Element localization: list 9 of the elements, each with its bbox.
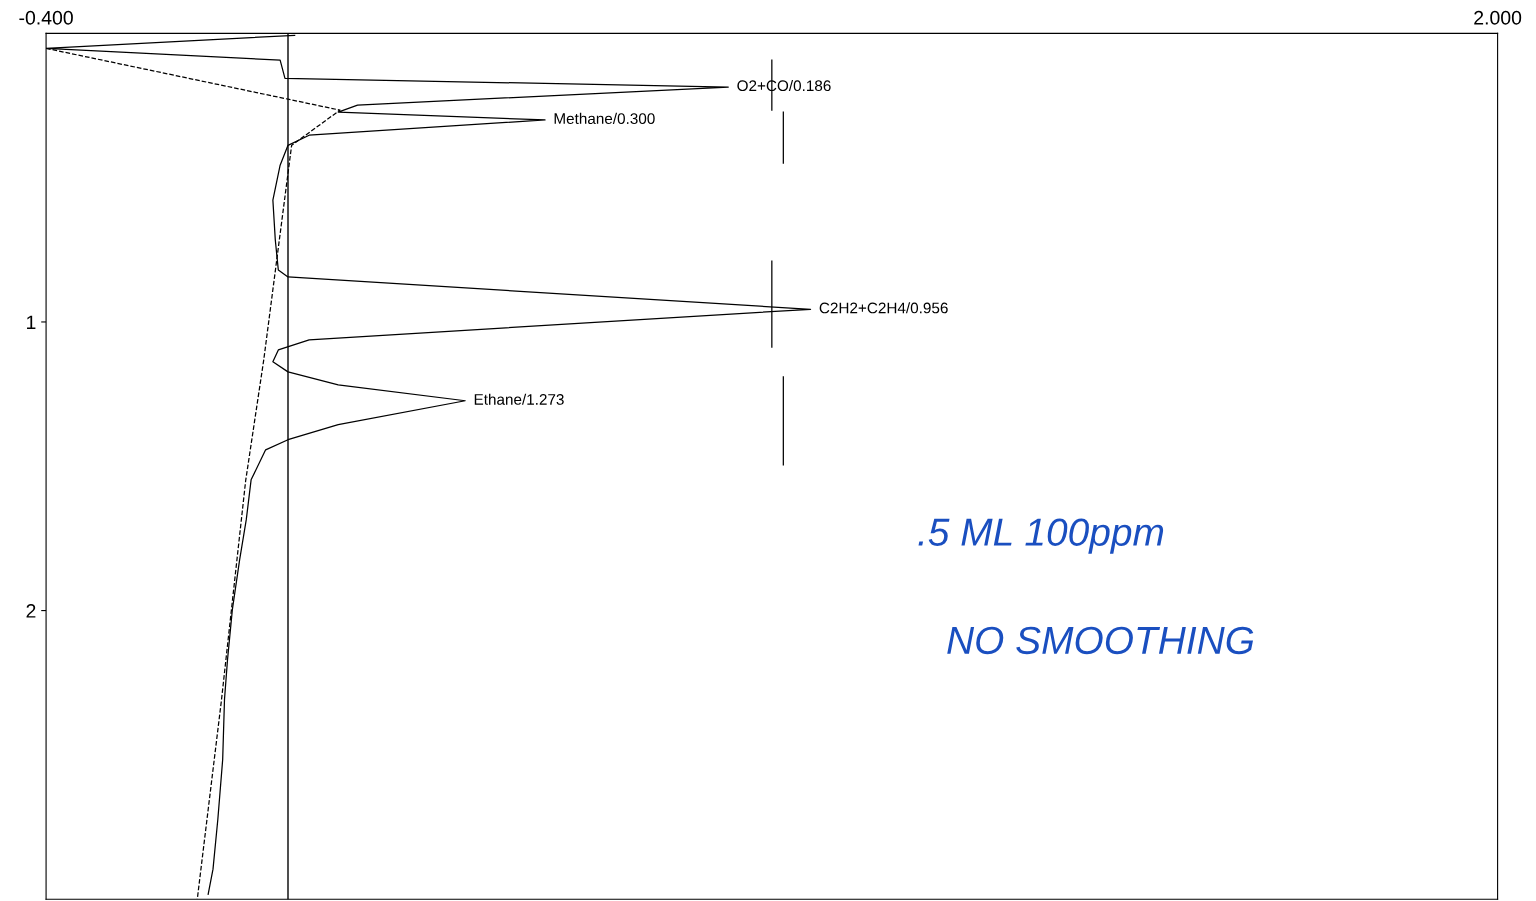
annotation: NO SMOOTHING [947, 626, 1254, 655]
x-tick-label: -0.400 [19, 10, 73, 25]
annotation: C2H2+C2H4/0.956 [819, 302, 948, 314]
annotation: Ethane/1.273 [474, 393, 564, 405]
y-tick-label: 2 [26, 604, 36, 618]
annotation: .5 ML 100ppm [918, 518, 1164, 554]
x-tick-label: 2.000 [1474, 10, 1522, 25]
annotation: Methane/0.300 [554, 112, 655, 125]
y-tick-label: 1 [27, 315, 36, 329]
